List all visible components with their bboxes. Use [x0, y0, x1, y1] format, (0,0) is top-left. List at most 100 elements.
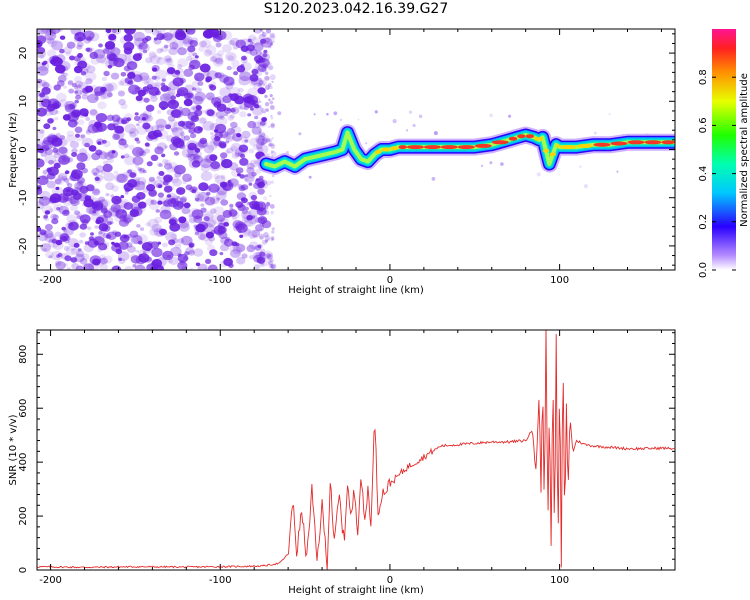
- noise-speckle: [116, 173, 128, 183]
- noise-speckle: [107, 82, 118, 92]
- noise-speckle: [157, 170, 165, 177]
- noise-speckle: [137, 167, 142, 171]
- noise-speckle: [247, 87, 259, 97]
- noise-speckle: [98, 230, 103, 235]
- noise-speckle: [48, 197, 58, 205]
- noise-speckle: [73, 76, 83, 83]
- noise-speckle: [172, 127, 184, 137]
- noise-speckle: [244, 174, 249, 178]
- noise-speckle: [193, 248, 204, 257]
- noise-speckle: [41, 81, 50, 89]
- noise-speckle: [133, 115, 141, 121]
- noise-speckle: [104, 41, 116, 50]
- noise-speckle: [68, 196, 79, 205]
- noise-speckle: [197, 233, 206, 241]
- noise-speckle: [81, 167, 88, 174]
- noise-speckle: [66, 41, 76, 49]
- noise-speckle: [142, 255, 147, 259]
- noise-speckle: [213, 139, 222, 147]
- noise-speckle: [134, 137, 140, 142]
- noise-speckle: [229, 207, 234, 211]
- noise-speckle: [270, 180, 274, 184]
- noise-speckle: [238, 87, 244, 93]
- noise-speckle: [42, 169, 48, 175]
- noise-speckle: [268, 143, 272, 147]
- noise-speckle: [162, 158, 169, 165]
- noise-speckle: [162, 250, 174, 261]
- noise-speckle: [210, 161, 221, 170]
- noise-speckle: [54, 231, 62, 237]
- y-tick-label: 200: [18, 507, 29, 526]
- noise-speckle: [258, 233, 265, 240]
- noise-speckle: [75, 133, 80, 138]
- noise-speckle: [162, 179, 170, 186]
- noise-speckle: [226, 127, 236, 135]
- noise-speckle: [265, 85, 270, 90]
- noise-speckle: [270, 236, 275, 240]
- noise-speckle: [66, 188, 71, 193]
- noise-speckle: [138, 42, 148, 50]
- noise-speckle: [182, 173, 192, 182]
- noise-speckle: [231, 66, 236, 70]
- noise-speckle: [124, 123, 137, 134]
- ridge-peak: [627, 140, 645, 145]
- noise-speckle: [257, 243, 263, 249]
- noise-speckle: [227, 102, 234, 108]
- noise-speckle: [217, 50, 225, 57]
- noise-speckle: [269, 263, 274, 269]
- noise-speckle: [220, 174, 226, 179]
- noise-speckle: [113, 204, 125, 215]
- ridge-peak: [556, 143, 560, 148]
- noise-speckle: [141, 117, 146, 121]
- noise-speckle: [46, 134, 58, 145]
- noise-speckle: [191, 189, 197, 194]
- noise-speckle: [216, 190, 227, 200]
- noise-speckle: [161, 153, 166, 158]
- noise-speckle: [170, 233, 177, 239]
- noise-speckle: [63, 85, 67, 89]
- noise-speckle: [174, 164, 186, 175]
- noise-speckle: [236, 133, 242, 138]
- ridge-peak: [559, 145, 577, 150]
- noise-speckle: [204, 156, 209, 162]
- noise-speckle: [270, 116, 274, 120]
- noise-speckle: [105, 193, 110, 197]
- noise-speckle: [251, 106, 264, 116]
- noise-speckle: [95, 149, 103, 156]
- noise-speckle: [76, 180, 84, 186]
- noise-speckle: [79, 148, 87, 155]
- noise-speckle: [145, 143, 151, 148]
- noise-speckle: [251, 68, 259, 75]
- noise-speckle: [52, 148, 59, 153]
- noise-speckle: [138, 249, 145, 256]
- noise-speckle: [219, 217, 229, 225]
- noise-speckle: [156, 176, 161, 180]
- colorbar-tick-label: 0.4: [698, 166, 709, 182]
- x-tick-label: 0: [387, 575, 393, 586]
- noise-speckle: [155, 81, 162, 87]
- noise-speckle: [262, 83, 266, 86]
- noise-speckle: [123, 143, 129, 148]
- noise-speckle: [269, 42, 273, 46]
- noise-speckle: [339, 118, 343, 122]
- noise-speckle: [254, 160, 259, 165]
- noise-speckle: [171, 195, 179, 202]
- noise-speckle: [175, 93, 181, 98]
- noise-speckle: [206, 244, 216, 252]
- noise-speckle: [52, 240, 64, 251]
- noise-speckle: [251, 126, 262, 135]
- noise-speckle: [232, 43, 240, 49]
- noise-speckle: [76, 212, 82, 217]
- noise-speckle: [170, 126, 179, 133]
- noise-speckle: [120, 72, 127, 77]
- noise-speckle: [84, 142, 90, 148]
- noise-speckle: [59, 135, 66, 140]
- noise-speckle: [194, 91, 206, 102]
- noise-speckle: [229, 204, 234, 209]
- noise-speckle: [60, 153, 68, 160]
- noise-speckle: [200, 203, 205, 207]
- noise-speckle: [148, 52, 158, 60]
- noise-speckle: [239, 174, 245, 179]
- noise-speckle: [241, 130, 251, 139]
